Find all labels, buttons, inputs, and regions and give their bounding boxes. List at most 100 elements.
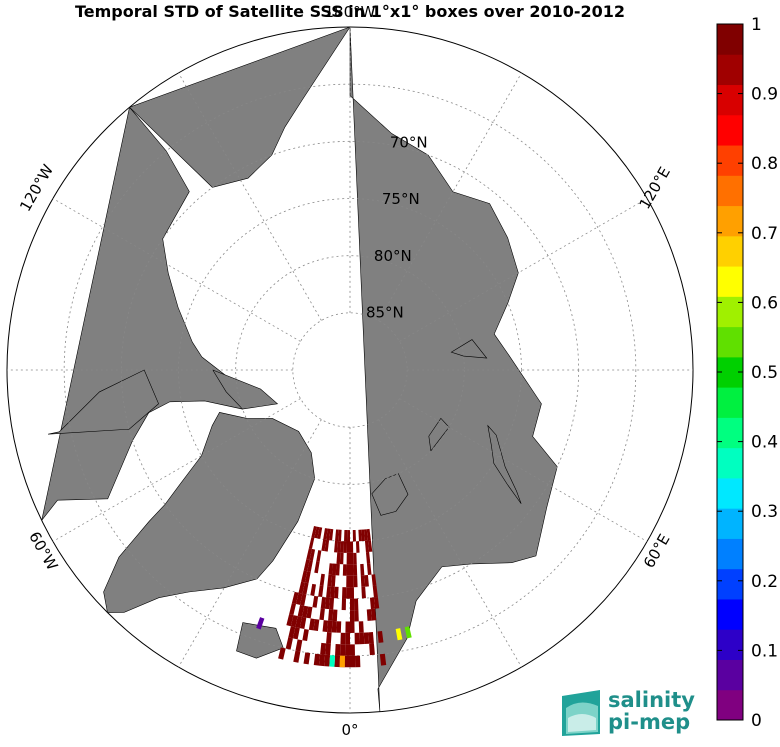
colorbar-tick-label: 0.2 bbox=[751, 572, 778, 592]
colorbar-segment bbox=[717, 387, 743, 418]
lat-label-80: 80°N bbox=[374, 247, 412, 265]
data-cell bbox=[345, 621, 350, 633]
data-cell bbox=[331, 575, 336, 587]
data-cell bbox=[338, 529, 342, 542]
data-cell bbox=[336, 621, 342, 633]
data-cell bbox=[303, 559, 310, 572]
data-cell bbox=[306, 548, 312, 561]
data-cell bbox=[308, 537, 315, 549]
data-cell bbox=[346, 587, 350, 599]
data-cell bbox=[395, 628, 403, 641]
data-cell bbox=[295, 639, 303, 652]
colorbar-segment bbox=[717, 477, 743, 509]
colorbar-segment bbox=[717, 54, 743, 86]
data-cell bbox=[317, 527, 323, 539]
data-cell bbox=[286, 614, 294, 627]
graticule bbox=[7, 27, 693, 713]
data-cell bbox=[318, 585, 324, 597]
data-cell bbox=[334, 540, 339, 553]
colorbar-tick-label: 0.6 bbox=[751, 293, 778, 313]
data-cell bbox=[326, 528, 331, 541]
data-cell bbox=[340, 632, 346, 645]
colorbar-segment bbox=[717, 175, 743, 207]
data-cell bbox=[347, 530, 350, 542]
franz-josef-land bbox=[428, 417, 450, 452]
data-cell bbox=[368, 631, 374, 644]
colorbar-tick-label: 0.5 bbox=[751, 363, 778, 383]
colorbar-segment bbox=[717, 659, 743, 691]
data-cell bbox=[404, 626, 412, 639]
data-cell bbox=[329, 597, 335, 610]
data-cell bbox=[350, 541, 354, 553]
data-cell bbox=[346, 541, 350, 553]
data-cell bbox=[360, 563, 365, 576]
data-cell bbox=[369, 597, 376, 610]
data-cell bbox=[366, 563, 372, 576]
severnaya-zemlya bbox=[450, 339, 488, 359]
data-cell bbox=[350, 598, 355, 611]
colorbar-segment bbox=[717, 508, 743, 539]
logo-text-line1: salinity bbox=[608, 688, 695, 712]
data-cell bbox=[335, 563, 340, 576]
data-cell bbox=[364, 575, 369, 587]
data-cell bbox=[366, 609, 372, 621]
data-cell bbox=[311, 525, 317, 538]
data-cell bbox=[365, 551, 371, 564]
data-cell bbox=[340, 541, 345, 553]
data-cell bbox=[314, 561, 320, 574]
colorbar-tick-label: 1 bbox=[751, 15, 762, 35]
data-cell bbox=[326, 586, 332, 598]
ellesmere-island bbox=[212, 369, 279, 410]
colorbar-segment bbox=[717, 114, 743, 146]
lon-label-0: 0° bbox=[341, 721, 358, 739]
data-cell bbox=[353, 564, 358, 576]
colorbar-tick-label: 0.1 bbox=[751, 641, 778, 661]
data-cell bbox=[307, 560, 313, 573]
data-cell bbox=[312, 595, 319, 608]
data-cell bbox=[350, 564, 354, 576]
colorbar-segment bbox=[717, 84, 743, 116]
data-cell bbox=[372, 585, 378, 598]
data-cell bbox=[285, 637, 293, 650]
colorbar-segment bbox=[717, 568, 743, 600]
data-cell bbox=[256, 617, 265, 630]
data-cell bbox=[360, 575, 366, 587]
data-cell bbox=[346, 552, 350, 565]
colorbar-segment bbox=[717, 24, 743, 55]
data-cell bbox=[289, 602, 296, 616]
lat-label-75: 75°N bbox=[382, 190, 420, 208]
data-cell bbox=[361, 529, 365, 542]
data-cell bbox=[302, 582, 309, 595]
parallel-80 bbox=[235, 255, 465, 485]
colorbar-segment bbox=[717, 598, 743, 630]
data-cell bbox=[334, 655, 341, 668]
data-cell bbox=[324, 539, 330, 552]
data-cell bbox=[329, 655, 336, 667]
colorbar-tick-label: 0.9 bbox=[751, 85, 778, 105]
colorbar-tick-label: 0.8 bbox=[751, 154, 778, 174]
data-cell bbox=[290, 615, 298, 628]
colorbar-segment bbox=[717, 629, 743, 660]
iceland bbox=[236, 622, 284, 659]
data-cell bbox=[331, 620, 337, 633]
land-layer bbox=[41, 27, 558, 712]
data-cell bbox=[353, 552, 357, 565]
colorbar-segments bbox=[717, 24, 743, 721]
data-cell bbox=[300, 593, 307, 606]
data-cell bbox=[343, 541, 348, 553]
data-cell bbox=[377, 631, 384, 643]
colorbar-ticks: 0 0.1 0.2 0.3 0.4 0.5 0.6 0.7 0.8 0.9 1 bbox=[717, 15, 778, 731]
lon-label-3: 180°W bbox=[325, 3, 376, 21]
data-cell bbox=[342, 564, 347, 576]
data-cell bbox=[292, 627, 300, 640]
polar-map: 70°N75°N80°N85°N0°60°E120°E180°W120°W60°… bbox=[6, 3, 694, 739]
data-cell bbox=[364, 540, 370, 553]
data-cell bbox=[278, 647, 286, 660]
data-cell bbox=[334, 586, 339, 599]
data-cell bbox=[304, 571, 311, 584]
colorbar-segment bbox=[717, 689, 743, 721]
data-cell bbox=[345, 632, 350, 645]
data-cell bbox=[298, 581, 305, 594]
data-cell bbox=[295, 616, 303, 629]
